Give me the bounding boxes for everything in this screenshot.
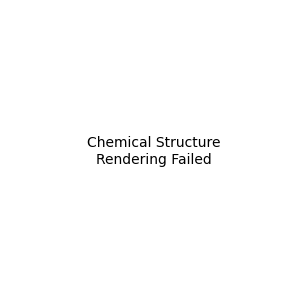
Text: Chemical Structure
Rendering Failed: Chemical Structure Rendering Failed	[87, 136, 220, 166]
